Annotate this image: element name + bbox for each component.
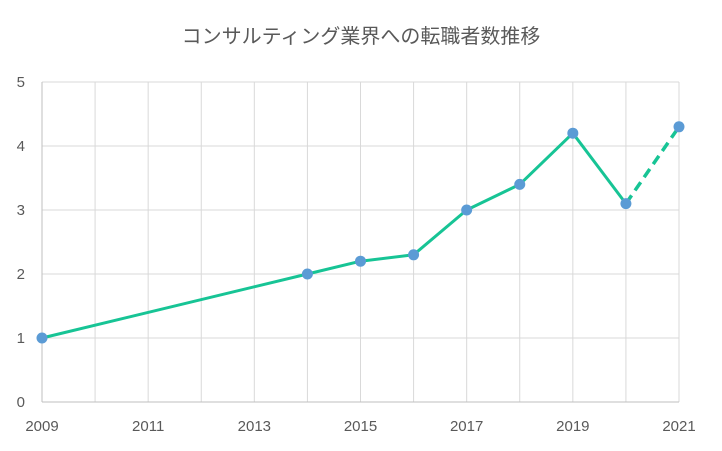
series-line-dashed — [624, 125, 681, 205]
x-tick-label: 2015 — [344, 418, 377, 435]
data-point — [673, 121, 685, 133]
data-point — [301, 268, 313, 280]
y-tick-label: 2 — [17, 266, 25, 283]
x-tick-label: 2011 — [132, 418, 164, 435]
axes — [41, 82, 679, 403]
data-point — [36, 332, 48, 344]
x-axis-tick-labels: 2009 2011 2013 2015 2017 2019 2021 — [25, 418, 695, 435]
series-lines — [40, 125, 681, 340]
data-point — [620, 198, 632, 210]
y-axis-tick-labels: 0 1 2 3 4 5 — [17, 74, 25, 411]
y-tick-label: 0 — [17, 394, 25, 411]
data-point — [355, 255, 366, 267]
data-point — [461, 204, 473, 216]
data-point — [514, 178, 526, 190]
gridlines — [42, 81, 680, 402]
data-points — [36, 121, 685, 344]
data-point — [567, 127, 579, 139]
data-point — [408, 249, 420, 261]
x-tick-label: 2017 — [450, 418, 483, 435]
x-tick-label: 2019 — [556, 418, 589, 435]
y-tick-label: 1 — [17, 330, 25, 347]
y-tick-label: 5 — [17, 74, 25, 91]
x-tick-label: 2009 — [25, 418, 58, 435]
y-tick-label: 3 — [17, 202, 25, 219]
chart-title: コンサルティング業界への転職者数推移 — [182, 24, 541, 48]
x-tick-label: 2021 — [662, 418, 695, 435]
x-tick-label: 2013 — [238, 418, 271, 435]
series-line-solid — [40, 131, 628, 340]
y-tick-label: 4 — [17, 138, 25, 155]
